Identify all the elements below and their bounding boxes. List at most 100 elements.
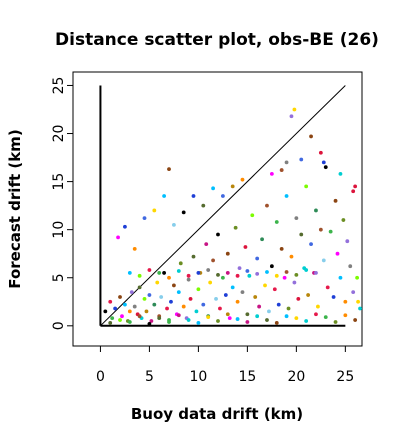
data-point	[201, 203, 206, 208]
data-point	[289, 114, 294, 119]
data-point	[279, 168, 284, 172]
data-point	[127, 320, 132, 324]
data-point	[225, 271, 230, 275]
data-point	[355, 275, 360, 280]
data-point	[265, 203, 269, 208]
x-axis: 0 5 10 15 20 25	[96, 345, 354, 385]
data-point	[167, 167, 171, 172]
data-point	[272, 287, 277, 292]
data-point	[274, 273, 279, 278]
data-point	[318, 227, 323, 232]
data-point	[279, 246, 284, 251]
data-point	[328, 229, 333, 234]
data-point	[230, 285, 235, 290]
data-point	[147, 321, 152, 326]
data-point	[147, 293, 152, 297]
data-point	[216, 272, 220, 277]
data-point	[155, 280, 160, 285]
data-point	[167, 275, 171, 280]
data-point	[260, 237, 264, 242]
data-point	[142, 216, 147, 221]
data-point	[314, 312, 318, 317]
data-point	[265, 318, 269, 322]
data-point	[186, 318, 191, 322]
data-point	[201, 302, 206, 307]
data-point	[132, 304, 137, 309]
data-point	[338, 172, 343, 176]
data-point	[172, 222, 176, 227]
y-tick-label: 25	[51, 77, 67, 95]
data-point	[333, 198, 338, 203]
data-point	[196, 287, 201, 292]
data-point	[343, 313, 348, 318]
data-point	[318, 150, 323, 155]
data-point	[245, 320, 250, 324]
data-point	[176, 269, 181, 273]
data-point	[333, 320, 338, 324]
data-point	[335, 251, 340, 256]
data-point	[299, 232, 304, 237]
data-point	[255, 256, 260, 261]
data-point	[353, 318, 358, 322]
x-tick-label: 20	[287, 369, 305, 385]
data-point	[269, 264, 274, 269]
y-axis-label: Forecast drift (km)	[6, 129, 24, 288]
data-point	[211, 186, 215, 191]
data-point	[157, 271, 162, 275]
data-point	[137, 273, 142, 278]
data-point	[110, 316, 115, 321]
data-point	[220, 194, 225, 198]
x-tick-label: 10	[189, 369, 207, 385]
x-axis-label: Buoy data drift (km)	[131, 405, 303, 423]
data-point	[289, 254, 294, 259]
data-point	[255, 271, 260, 276]
data-point	[341, 218, 346, 222]
data-point	[304, 268, 309, 272]
data-point	[345, 239, 350, 244]
points	[103, 107, 362, 326]
data-point	[225, 251, 230, 256]
data-point	[214, 296, 218, 301]
data-point	[314, 271, 318, 275]
data-point	[186, 277, 191, 282]
y-axis: 0 5 10 15 20 25	[51, 77, 74, 330]
data-point	[118, 318, 122, 322]
data-point	[108, 299, 113, 304]
data-point	[206, 315, 211, 320]
data-point	[218, 306, 222, 311]
data-point	[132, 246, 137, 251]
data-point	[129, 290, 134, 295]
data-point	[216, 319, 220, 323]
data-point	[127, 309, 132, 314]
data-point	[274, 321, 279, 325]
data-point	[108, 321, 113, 325]
data-point	[304, 319, 309, 323]
data-point	[191, 194, 196, 198]
data-point	[323, 165, 328, 170]
data-point	[351, 290, 356, 295]
data-point	[165, 306, 169, 311]
data-point	[191, 254, 196, 259]
data-point	[276, 302, 281, 307]
data-point	[306, 293, 311, 297]
data-point	[196, 271, 201, 275]
data-point	[274, 220, 279, 224]
data-point	[178, 261, 183, 266]
data-point	[269, 172, 274, 176]
x-tick-label: 15	[238, 369, 256, 385]
data-point	[325, 285, 330, 290]
data-point	[162, 194, 167, 198]
data-point	[257, 304, 262, 309]
data-point	[331, 295, 336, 299]
data-point	[127, 271, 132, 275]
x-tick-label: 5	[145, 369, 154, 385]
data-point	[343, 299, 348, 304]
data-point	[304, 184, 309, 189]
data-point	[353, 184, 358, 189]
data-point	[144, 309, 149, 314]
data-point	[223, 293, 228, 297]
x-tick-label: 25	[336, 369, 354, 385]
data-point	[321, 160, 326, 165]
data-point	[267, 309, 271, 314]
data-point	[321, 258, 326, 263]
